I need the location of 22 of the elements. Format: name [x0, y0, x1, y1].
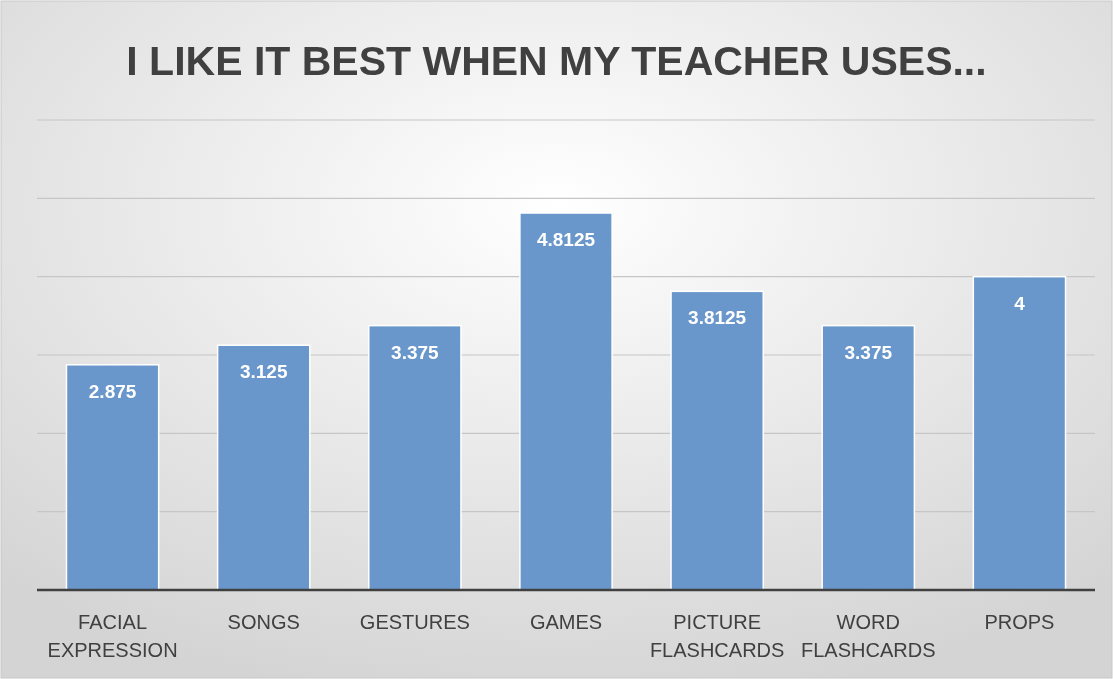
- x-tick-label: WORD FLASHCARDS: [801, 611, 936, 661]
- data-label: 3.375: [844, 341, 893, 363]
- x-tick-label: GESTURES: [359, 611, 470, 633]
- bar: [216, 344, 311, 591]
- x-tick-label: PROPS: [984, 611, 1055, 633]
- bar: [972, 275, 1067, 591]
- data-label: 3.8125: [688, 307, 747, 329]
- bar: [368, 324, 462, 591]
- bar: [65, 364, 160, 591]
- bar: [670, 290, 764, 591]
- x-tick-label: GAMES: [529, 611, 603, 633]
- data-label: 3.125: [239, 361, 288, 383]
- data-label: 3.375: [391, 341, 440, 363]
- bar: [519, 212, 613, 591]
- bar: [821, 324, 916, 591]
- data-label: 4.8125: [536, 229, 596, 251]
- chart-title: I LIKE IT BEST WHEN MY TEACHER USES...: [126, 38, 987, 84]
- x-tick-label: SONGS: [227, 611, 300, 633]
- data-label: 2.875: [88, 380, 137, 402]
- x-tick-label: PICTURE FLASHCARDS: [649, 611, 785, 661]
- x-tick-label: FACIAL EXPRESSION: [47, 611, 178, 661]
- data-label: 4: [1014, 292, 1026, 314]
